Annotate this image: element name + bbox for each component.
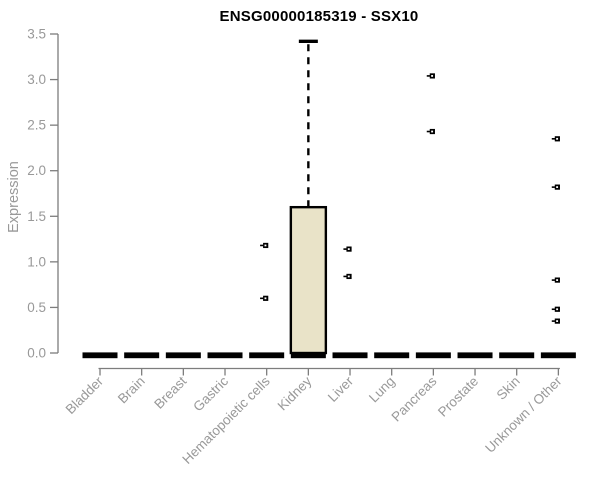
median-bar-gastric — [207, 352, 243, 359]
outlier-point-center-unknown-other — [556, 308, 559, 311]
median-bar-skin — [499, 352, 535, 359]
x-tick-label: Unknown / Other — [482, 373, 565, 456]
outlier-point-center-hematopoietic-cells — [264, 244, 267, 247]
outlier-point-center-pancreas — [431, 75, 434, 77]
median-bar-kidney — [290, 352, 326, 359]
x-tick-label: Kidney — [275, 373, 315, 413]
chart-title: ENSG00000185319 - SSX10 — [219, 8, 419, 25]
outlier-point-center-liver — [347, 248, 350, 250]
median-bar-prostate — [457, 352, 493, 359]
x-tick-label: Brain — [115, 374, 148, 407]
y-tick-label: 1.5 — [27, 209, 46, 224]
median-bar-bladder — [82, 352, 118, 359]
y-tick-label: 3.0 — [27, 72, 46, 87]
outlier-point-center-unknown-other — [556, 279, 559, 281]
y-tick-label: 2.5 — [27, 118, 46, 133]
x-tick-label: Lung — [366, 374, 398, 406]
median-bar-pancreas — [415, 352, 451, 359]
y-tick-label: 0.5 — [27, 300, 46, 315]
y-tick-label: 3.5 — [27, 27, 46, 42]
median-bar-lung — [374, 352, 410, 359]
outlier-point-center-unknown-other — [556, 186, 559, 189]
x-tick-label: Gastric — [190, 373, 231, 414]
box-kidney — [289, 205, 328, 355]
y-tick-label: 2.0 — [27, 163, 46, 178]
median-bar-breast — [165, 352, 201, 359]
x-tick-label: Liver — [325, 373, 357, 405]
y-tick-label: 1.0 — [27, 254, 46, 269]
x-tick-label: Prostate — [435, 374, 481, 420]
outlier-point-center-pancreas — [431, 130, 434, 133]
outlier-point-center-liver — [347, 275, 350, 278]
x-tick-label: Pancreas — [389, 373, 440, 424]
outlier-point-center-unknown-other — [556, 137, 559, 140]
x-tick-label: Bladder — [63, 373, 107, 417]
median-bar-liver — [332, 352, 368, 359]
outlier-point-center-hematopoietic-cells — [264, 297, 267, 300]
median-bar-unknown-other — [540, 352, 576, 359]
x-tick-label: Breast — [151, 373, 189, 411]
median-bar-brain — [124, 352, 160, 359]
median-bar-hematopoietic-cells — [249, 352, 285, 359]
y-tick-label: 0.0 — [27, 346, 46, 361]
outlier-point-center-unknown-other — [556, 320, 559, 322]
x-tick-label: Skin — [494, 374, 523, 403]
